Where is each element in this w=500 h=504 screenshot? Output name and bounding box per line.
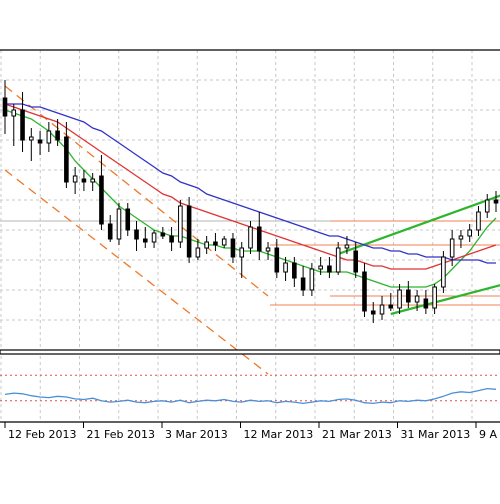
candle-bear (493, 199, 499, 204)
candle-bear (274, 247, 280, 273)
candle-bull (379, 304, 385, 315)
candle-bull (90, 178, 95, 183)
candle-bull (344, 244, 350, 249)
oscillator-line-series (4, 387, 497, 405)
trend-channel-line (337, 194, 500, 256)
candle-bull (432, 286, 437, 309)
candle-bull (248, 226, 253, 249)
moving-average-line (5, 103, 496, 264)
trend-channel-line (4, 85, 269, 297)
candle-bear (423, 298, 429, 309)
candle-bull (318, 265, 323, 270)
candle-bear (213, 241, 218, 246)
trend-channel-line (4, 169, 269, 375)
candle-bear (353, 250, 359, 273)
candle-bear (81, 178, 87, 183)
candle-bull (397, 289, 402, 309)
candle-bear (230, 238, 236, 258)
candle-bull (309, 268, 315, 291)
candle-bull (414, 295, 420, 303)
candle-bear (406, 289, 411, 303)
candle-bear (134, 229, 139, 240)
candle-bear (2, 97, 8, 117)
candle-bull (239, 247, 245, 258)
candle-bull (265, 247, 271, 252)
candle-bull (476, 211, 481, 231)
candle-bear (169, 235, 174, 243)
candle-bear (107, 223, 113, 240)
x-tick-label: 12 Mar 2013 (244, 428, 314, 441)
candle-bull (441, 256, 446, 288)
candle-bear (370, 310, 376, 315)
x-tick-label: 31 Mar 2013 (401, 428, 471, 441)
candle-bull (151, 232, 157, 243)
oscillator-grid (0, 356, 473, 420)
main-trend-channels (4, 85, 500, 375)
candle-bear (20, 109, 25, 141)
candle-bull (449, 238, 455, 258)
candle-bull (204, 241, 209, 249)
candle-bull (484, 199, 490, 213)
candle-bull (29, 136, 34, 141)
candle-bear (186, 205, 192, 258)
candle-bear (142, 238, 148, 243)
x-tick-label: 21 Mar 2013 (322, 428, 392, 441)
candle-bear (388, 304, 394, 309)
candle-bear (300, 277, 306, 291)
candle-bull (178, 205, 183, 243)
x-tick-label: 21 Feb 2013 (87, 428, 155, 441)
panel-separator (0, 349, 500, 355)
candle-bull (335, 247, 341, 273)
candle-bull (458, 235, 464, 240)
trend-channel-line (390, 284, 500, 316)
candle-bear (256, 226, 262, 252)
x-axis-ticks: 12 Feb 2013 21 Feb 2013 3 Mar 2013 12 Mar 2… (4, 422, 497, 441)
candle-bear (99, 175, 104, 225)
x-tick-label: 3 Mar 2013 (165, 428, 228, 441)
main-candles (2, 80, 499, 323)
candle-bull (221, 238, 227, 246)
candle-bull (283, 262, 288, 273)
candle-bull (116, 208, 122, 240)
oscillator-levels (0, 374, 500, 402)
x-tick-label: 9 A (479, 428, 497, 441)
candle-bull (11, 109, 17, 117)
candle-bear (64, 136, 69, 183)
candle-bear (292, 262, 297, 279)
candle-bear (160, 232, 166, 237)
candle-bear (55, 130, 60, 141)
candle-bull (467, 229, 472, 237)
candle-bull (195, 247, 201, 258)
candle-bear (327, 265, 332, 273)
candle-bear (37, 139, 43, 144)
candle-bull (72, 175, 78, 183)
candle-bull (46, 130, 52, 144)
candle-bear (362, 271, 367, 312)
x-tick-label: 12 Feb 2013 (8, 428, 76, 441)
oscillator-line (4, 387, 497, 405)
candle-bear (125, 208, 131, 231)
